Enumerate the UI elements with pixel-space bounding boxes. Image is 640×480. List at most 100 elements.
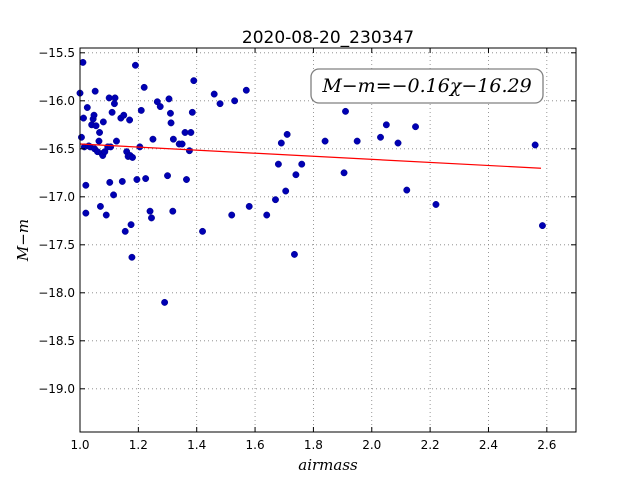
data-point <box>140 83 148 91</box>
data-point <box>110 191 118 199</box>
data-point <box>127 221 135 229</box>
plot-area <box>80 48 576 432</box>
data-point <box>199 227 206 235</box>
axis-ticks: 1.0 1.2 1.4 1.6 1.8 2.0 2.2 2.4 2.6 −15.5 −16.0 −16… <box>38 46 576 452</box>
data-point <box>83 104 91 111</box>
data-point <box>394 139 402 147</box>
data-point <box>292 171 300 179</box>
x-tick-label: 1.0 <box>70 438 89 452</box>
chart-title: 2020-08-20_230347 <box>242 28 414 48</box>
data-point <box>149 135 157 143</box>
data-point <box>92 122 100 130</box>
fit-annotation: M−m=−0.16χ−16.29 <box>321 75 531 97</box>
y-tick-label: −16.5 <box>38 142 75 156</box>
data-point <box>131 61 139 69</box>
data-point <box>538 222 546 230</box>
data-point <box>128 253 136 261</box>
data-point <box>106 178 114 186</box>
x-tick-label: 1.6 <box>246 438 265 452</box>
data-point <box>412 123 419 131</box>
y-tick-label: −16.0 <box>38 94 75 108</box>
y-tick-label: −18.0 <box>38 286 75 300</box>
data-point <box>283 130 291 138</box>
data-point <box>161 298 169 306</box>
x-tick-label: 1.8 <box>304 438 323 452</box>
plot-frame <box>79 47 577 433</box>
data-point <box>142 175 150 183</box>
data-point <box>340 169 348 177</box>
data-point <box>113 137 120 145</box>
data-point <box>108 108 116 116</box>
y-tick-label: −18.5 <box>38 334 75 348</box>
data-point <box>231 97 239 105</box>
data-point <box>188 108 196 116</box>
data-point <box>187 129 195 136</box>
data-point <box>282 187 290 195</box>
data-point <box>82 209 90 217</box>
data-point <box>274 160 282 168</box>
data-point <box>353 137 361 145</box>
data-point <box>228 211 236 219</box>
x-tick-label: 2.4 <box>479 438 498 452</box>
data-point <box>210 90 218 98</box>
data-point <box>133 176 141 183</box>
data-point <box>185 147 193 155</box>
data-point <box>263 211 271 219</box>
data-point <box>216 100 224 108</box>
data-point <box>105 94 113 102</box>
x-tick-label: 1.2 <box>129 438 148 452</box>
data-point <box>167 119 175 127</box>
y-tick-label: −19.0 <box>38 382 75 396</box>
data-point <box>432 201 440 208</box>
data-point <box>164 172 171 180</box>
data-point <box>107 143 115 151</box>
data-point <box>272 196 279 204</box>
data-point <box>165 95 173 103</box>
data-point <box>126 116 134 124</box>
grid <box>79 48 576 432</box>
y-tick-label: −15.5 <box>38 46 75 60</box>
data-point <box>148 214 155 222</box>
data-point <box>80 114 87 122</box>
fit-annotation-box: M−m=−0.16χ−16.29 <box>310 68 544 104</box>
data-point <box>118 177 126 185</box>
data-point <box>96 129 103 136</box>
data-point <box>146 207 154 215</box>
data-point <box>111 94 119 102</box>
data-point <box>156 103 164 111</box>
data-points <box>76 58 546 306</box>
x-tick-label: 2.2 <box>421 438 440 452</box>
data-point <box>95 137 103 145</box>
x-tick-label: 2.0 <box>362 438 381 452</box>
x-tick-label: 1.4 <box>187 438 206 452</box>
data-point <box>181 129 189 136</box>
y-tick-label: −17.0 <box>38 190 75 204</box>
data-point <box>178 140 186 148</box>
data-point <box>121 227 129 235</box>
data-point <box>245 202 253 210</box>
data-point <box>403 186 411 194</box>
data-point <box>166 109 174 117</box>
data-point <box>277 139 285 147</box>
data-point <box>96 202 104 210</box>
data-point <box>99 118 107 126</box>
data-point <box>290 250 298 258</box>
data-point <box>102 211 110 219</box>
fit-line-group <box>79 143 542 169</box>
data-point <box>298 160 306 168</box>
y-axis-label: M−m <box>14 219 32 262</box>
data-point <box>82 181 90 189</box>
data-point <box>321 137 329 145</box>
data-point <box>137 106 145 114</box>
data-point <box>342 107 349 115</box>
x-axis-label: airmass <box>298 456 358 474</box>
data-point <box>90 111 98 119</box>
data-point <box>531 141 539 149</box>
data-point <box>91 87 99 95</box>
data-point <box>382 121 390 129</box>
data-point <box>78 133 85 141</box>
data-point <box>190 77 198 85</box>
fit-line <box>79 143 542 169</box>
data-point <box>110 100 118 108</box>
